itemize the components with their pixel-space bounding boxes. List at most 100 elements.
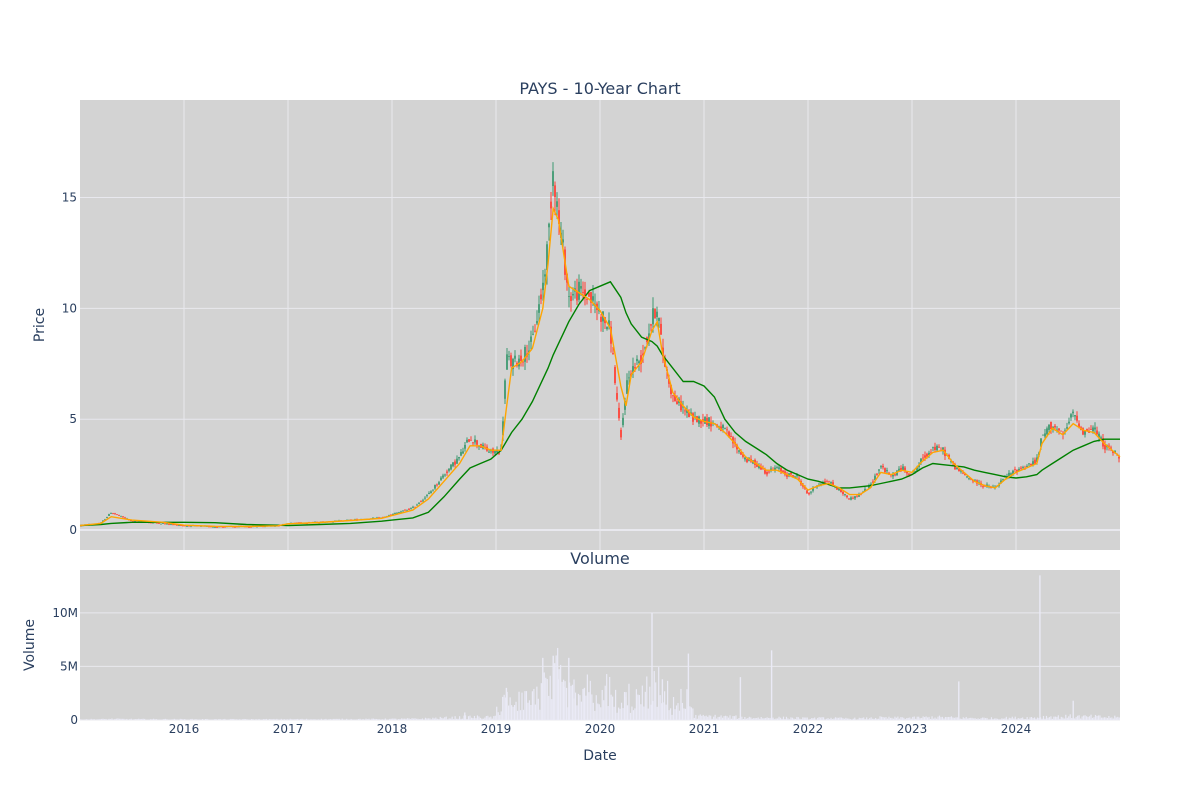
- volume-bar: [645, 692, 646, 720]
- candle-body: [842, 492, 844, 494]
- candle-body: [738, 450, 740, 451]
- volume-bar: [674, 709, 675, 720]
- candle-body: [408, 509, 410, 510]
- volume-bar: [1025, 719, 1026, 720]
- volume-bar: [300, 719, 301, 720]
- volume-bar: [373, 719, 374, 720]
- volume-bar: [905, 719, 906, 720]
- volume-bar: [310, 719, 311, 720]
- candle-body: [1060, 431, 1062, 432]
- volume-bar: [909, 717, 910, 720]
- volume-bar: [921, 718, 922, 720]
- candle-body: [550, 202, 552, 209]
- volume-bar: [930, 719, 931, 720]
- volume-bar: [524, 691, 525, 720]
- volume-bar: [514, 705, 515, 720]
- volume-bar: [359, 719, 360, 720]
- volume-bar: [602, 690, 603, 720]
- volume-bar: [810, 719, 811, 720]
- candle-body: [848, 499, 850, 500]
- volume-bar: [1049, 717, 1050, 720]
- volume-bar: [377, 719, 378, 720]
- volume-bar: [510, 697, 511, 720]
- volume-bar: [538, 699, 539, 720]
- volume-bar: [126, 719, 127, 720]
- volume-bar: [857, 719, 858, 720]
- volume-bar: [154, 719, 155, 720]
- volume-bar: [725, 716, 726, 720]
- volume-bar: [400, 719, 401, 720]
- volume-bar: [832, 719, 833, 720]
- volume-bar: [428, 718, 429, 720]
- candle-body: [744, 458, 746, 460]
- candle-body: [616, 393, 618, 400]
- volume-bar: [135, 719, 136, 720]
- volume-bar: [512, 707, 513, 720]
- volume-bar: [270, 719, 271, 720]
- volume-bar: [726, 716, 727, 720]
- candle-body: [448, 469, 450, 471]
- volume-bar: [1058, 715, 1059, 720]
- volume-bar: [713, 717, 714, 720]
- volume-bar: [80, 719, 81, 720]
- candle-body: [172, 524, 174, 525]
- volume-bar: [1113, 718, 1114, 720]
- volume-bar: [790, 717, 791, 720]
- volume-bar: [1095, 715, 1096, 720]
- volume-bar: [946, 717, 947, 720]
- candle-body: [810, 492, 812, 493]
- volume-bar: [875, 718, 876, 720]
- candle-body: [966, 476, 968, 477]
- volume-bar: [989, 719, 990, 720]
- price-y-tick-5: 5: [69, 412, 77, 426]
- volume-bar: [734, 716, 735, 720]
- volume-bar: [441, 718, 442, 720]
- volume-bar: [151, 719, 152, 720]
- volume-spike-bar: [542, 658, 543, 720]
- volume-bar: [333, 719, 334, 720]
- volume-bar: [816, 719, 817, 720]
- volume-bar: [447, 719, 448, 720]
- candle-body: [904, 468, 906, 471]
- volume-bar: [787, 718, 788, 720]
- volume-bar: [570, 686, 571, 720]
- volume-bar: [163, 719, 164, 720]
- volume-bar: [720, 715, 721, 720]
- volume-bar: [1016, 719, 1017, 720]
- volume-bar: [762, 718, 763, 720]
- volume-bar: [116, 719, 117, 720]
- volume-bar: [869, 718, 870, 720]
- candle-body: [122, 516, 124, 517]
- volume-bar: [612, 697, 613, 720]
- volume-spike-bar: [688, 654, 689, 720]
- candle-body: [730, 436, 732, 437]
- volume-bar: [885, 717, 886, 720]
- candle-body: [806, 491, 808, 494]
- volume-bar: [931, 716, 932, 720]
- volume-bar: [642, 686, 643, 720]
- volume-bar: [401, 718, 402, 720]
- volume-bar: [572, 685, 573, 720]
- volume-bar: [582, 689, 583, 720]
- candle-body: [412, 507, 414, 508]
- volume-bar: [129, 719, 130, 720]
- volume-bar: [487, 716, 488, 720]
- volume-bar: [845, 718, 846, 720]
- candle-body: [778, 467, 780, 469]
- volume-bar: [307, 719, 308, 720]
- candle-body: [1028, 463, 1030, 464]
- volume-bar: [924, 717, 925, 720]
- volume-bar: [291, 719, 292, 720]
- volume-bar: [458, 719, 459, 720]
- candle-body: [452, 462, 454, 466]
- volume-bar: [827, 718, 828, 720]
- volume-spike-bar: [662, 679, 663, 720]
- volume-bar: [764, 718, 765, 720]
- volume-bar: [633, 710, 634, 720]
- volume-bar: [560, 665, 561, 720]
- candle-body: [164, 524, 166, 525]
- candle-body: [118, 515, 120, 516]
- volume-bar: [1056, 717, 1057, 720]
- candle-body: [468, 439, 470, 442]
